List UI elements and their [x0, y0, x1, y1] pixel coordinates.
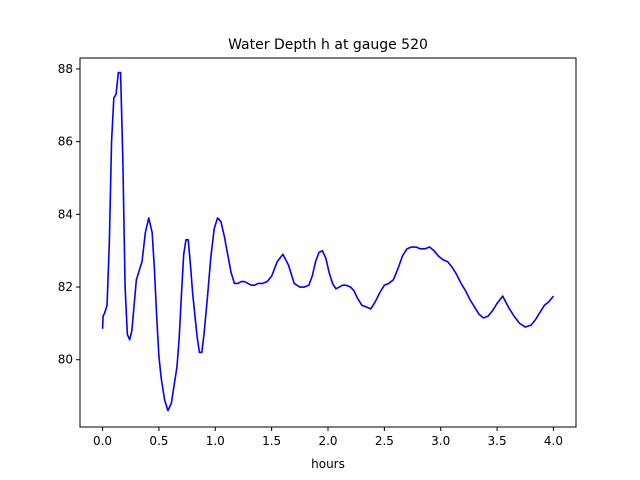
- x-tick-label: 3.5: [488, 434, 507, 448]
- y-tick-label: 86: [58, 135, 73, 149]
- x-tick-label: 4.0: [544, 434, 563, 448]
- series-layer: [101, 71, 555, 412]
- x-tick-label: 0.5: [149, 434, 168, 448]
- x-tick-label: 1.5: [262, 434, 281, 448]
- plot-frame: [79, 57, 577, 428]
- x-tick-label: 3.0: [431, 434, 450, 448]
- x-axis-ticks: 0.0 0.5 1.0 1.5 2.0 2.5 3.0 3.5 4.0: [93, 427, 563, 448]
- y-tick-label: 82: [58, 280, 73, 294]
- x-tick-label: 2.5: [375, 434, 394, 448]
- x-axis-label: hours: [311, 457, 345, 471]
- x-tick-label: 2.0: [318, 434, 337, 448]
- y-tick-label: 88: [58, 62, 73, 76]
- series-line-0: [101, 71, 555, 412]
- x-tick-label: 1.0: [206, 434, 225, 448]
- x-tick-label: 0.0: [93, 434, 112, 448]
- y-tick-label: 80: [58, 353, 73, 367]
- chart-title: Water Depth h at gauge 520: [228, 37, 428, 53]
- y-axis-ticks: 80 82 84 86 88: [58, 62, 80, 367]
- y-tick-label: 84: [58, 207, 73, 221]
